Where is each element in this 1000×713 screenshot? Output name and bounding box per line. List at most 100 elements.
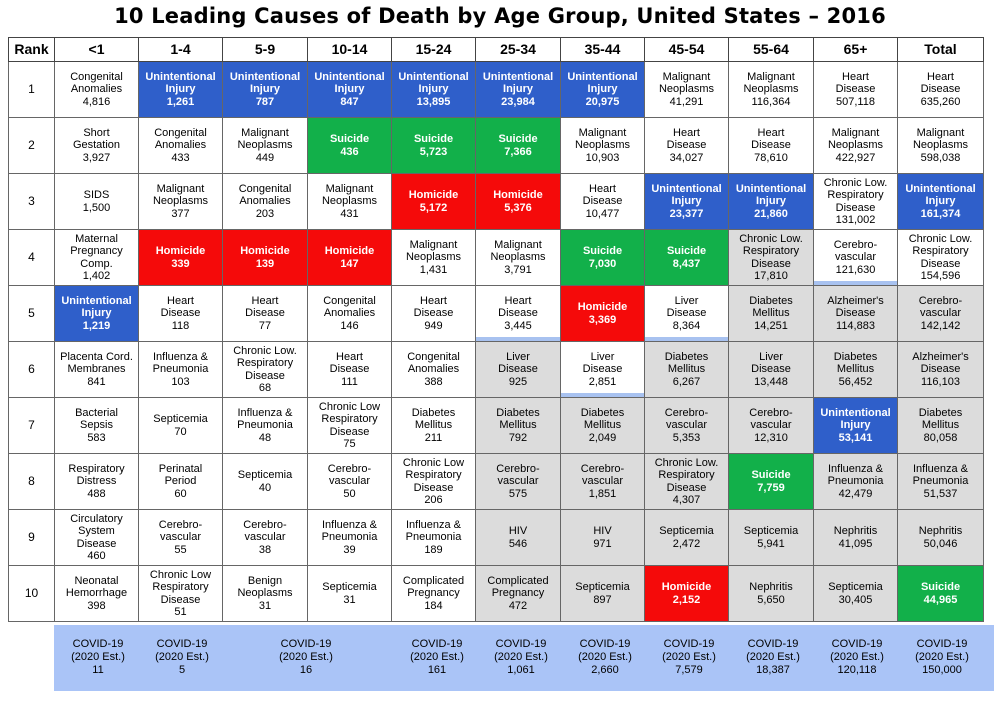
death-count: 422,927 — [835, 151, 876, 164]
cause-name: Cerebro- vascular — [243, 518, 287, 544]
death-count: 1,261 — [166, 95, 195, 108]
cause-name: Septicemia — [743, 525, 799, 537]
death-count: 21,860 — [754, 207, 788, 220]
cause-cell: Suicide 7,366 — [475, 117, 561, 174]
covid-value: 150,000 — [922, 664, 962, 676]
cause-cell: Suicide 7,759 — [728, 453, 814, 510]
cause-cell: Unintentional Injury 787 — [222, 61, 308, 118]
death-count: 7,759 — [757, 481, 785, 494]
cause-name: Influenza & Pneumonia — [321, 518, 378, 544]
table-row: 3 SIDS 1,500 Malignant Neoplasms 377 Congenit… — [8, 173, 984, 230]
cause-name: Malignant Neoplasms — [743, 70, 799, 96]
cause-name: Heart Disease — [329, 350, 370, 376]
cause-name: Homicide — [408, 189, 459, 201]
death-count: 4,307 — [672, 494, 701, 506]
rank-cell: 6 — [8, 341, 55, 398]
death-count: 78,610 — [754, 151, 788, 164]
cause-name: Chronic Low. Respiratory Disease — [654, 456, 719, 494]
cause-name: Diabetes Mellitus — [496, 406, 540, 432]
cause-cell: Heart Disease 78,610 — [728, 117, 814, 174]
cause-name: Suicide — [498, 133, 538, 145]
death-count: 925 — [508, 375, 528, 388]
table-row: 5 Unintentional Injury 1,219 Heart Disease 1… — [8, 285, 984, 342]
age-group-header: 35-44 — [560, 37, 645, 62]
death-count: 971 — [593, 537, 612, 550]
cause-name: Heart Disease — [160, 294, 201, 320]
covid-sublabel: (2020 Est.) — [830, 651, 884, 663]
cause-name: Liver Disease — [498, 350, 538, 376]
cause-name: Congenital Anomalies — [70, 70, 123, 96]
death-count: 70 — [174, 425, 187, 438]
covid-sublabel: (2020 Est.) — [494, 651, 548, 663]
covid-estimate: COVID-19 (2020 Est.) 5 — [137, 638, 227, 677]
covid-label: COVID-19 — [72, 638, 124, 650]
cause-name: Congenital Anomalies — [154, 126, 207, 152]
cause-name: Influenza & Pneumonia — [152, 350, 209, 376]
cause-cell: Cerebro- vascular 121,630 — [813, 229, 898, 286]
cause-name: Suicide — [329, 133, 370, 145]
death-count: 48 — [258, 431, 272, 444]
cause-cell: Malignant Neoplasms 41,291 — [644, 61, 729, 118]
cause-name: Unintentional Injury — [651, 182, 722, 208]
cause-name: Perinatal Period — [158, 462, 203, 488]
age-group-header: 25-34 — [475, 37, 561, 62]
death-count: 3,445 — [504, 319, 532, 332]
cause-name: Placenta Cord. Membranes — [60, 350, 133, 376]
death-count: 897 — [593, 593, 612, 606]
cause-cell: Cerebro- vascular 38 — [222, 509, 308, 566]
cause-name: Suicide — [920, 581, 961, 593]
death-count: 460 — [87, 550, 106, 562]
age-group-header: 1-4 — [138, 37, 223, 62]
death-count: 142,142 — [920, 319, 961, 332]
cause-cell: Diabetes Mellitus 6,267 — [644, 341, 729, 398]
cause-name: Cerebro- vascular — [664, 406, 709, 432]
rank-cell: 8 — [8, 453, 55, 510]
death-count: 34,027 — [669, 151, 704, 164]
cause-cell: Septicemia 40 — [222, 453, 308, 510]
death-count: 51 — [174, 606, 187, 618]
covid-value: 16 — [299, 664, 313, 676]
cause-name: Heart Disease — [751, 126, 791, 152]
cause-cell: Congenital Anomalies 388 — [391, 341, 476, 398]
cause-name: Cerebro- vascular — [918, 294, 963, 320]
cause-cell: Unintentional Injury 23,377 — [644, 173, 729, 230]
death-count: 2,049 — [588, 431, 617, 444]
cause-name: Heart Disease — [413, 294, 454, 320]
death-count: 5,650 — [757, 593, 785, 606]
death-count: 40 — [258, 481, 272, 494]
death-count: 1,851 — [588, 487, 617, 500]
table-row: 1 Congenital Anomalies 4,816 Unintentional … — [8, 61, 984, 118]
cause-cell: Maternal Pregnancy Comp. 1,402 — [54, 229, 139, 286]
covid-value: 7,579 — [675, 664, 703, 676]
cause-cell: Liver Disease 13,448 — [728, 341, 814, 398]
death-count: 8,364 — [672, 319, 701, 332]
cause-name: HIV — [508, 525, 528, 537]
cause-name: Liver Disease — [582, 350, 623, 376]
cause-name: Septicemia — [575, 581, 630, 593]
death-count: 118 — [171, 319, 190, 332]
table-row: 8 Respiratory Distress 488 Perinatal Period… — [8, 453, 984, 510]
cause-cell: Homicide 339 — [138, 229, 223, 286]
age-group-header: Total — [897, 37, 984, 62]
covid-estimate: COVID-19 (2020 Est.) 11 — [53, 638, 143, 677]
covid-value: 2,660 — [591, 664, 619, 676]
cause-name: Bacterial Sepsis — [75, 406, 118, 432]
cause-cell: Chronic Low. Respiratory Disease 131,002 — [813, 173, 898, 230]
covid-value: 1,061 — [507, 664, 535, 676]
cause-name: Malignant Neoplasms — [152, 182, 209, 208]
covid-sublabel: (2020 Est.) — [279, 651, 333, 663]
cause-name: Suicide — [413, 133, 454, 145]
cause-cell: Septicemia 31 — [307, 565, 392, 622]
cause-cell: HIV 971 — [560, 509, 645, 566]
cause-name: Congenital Anomalies — [323, 294, 376, 320]
age-group-header: 55-64 — [728, 37, 814, 62]
death-count: 507,118 — [836, 95, 875, 108]
cause-name: Heart Disease — [920, 70, 961, 96]
cause-cell: Congenital Anomalies 433 — [138, 117, 223, 174]
death-count: 131,002 — [835, 214, 876, 226]
cause-name: Homicide — [240, 245, 290, 257]
cause-cell: Influenza & Pneumonia 103 — [138, 341, 223, 398]
cause-cell: Suicide 44,965 — [897, 565, 984, 622]
table-row: 6 Placenta Cord. Membranes 841 Influenza & … — [8, 341, 984, 398]
cause-cell: Malignant Neoplasms 3,791 — [475, 229, 561, 286]
